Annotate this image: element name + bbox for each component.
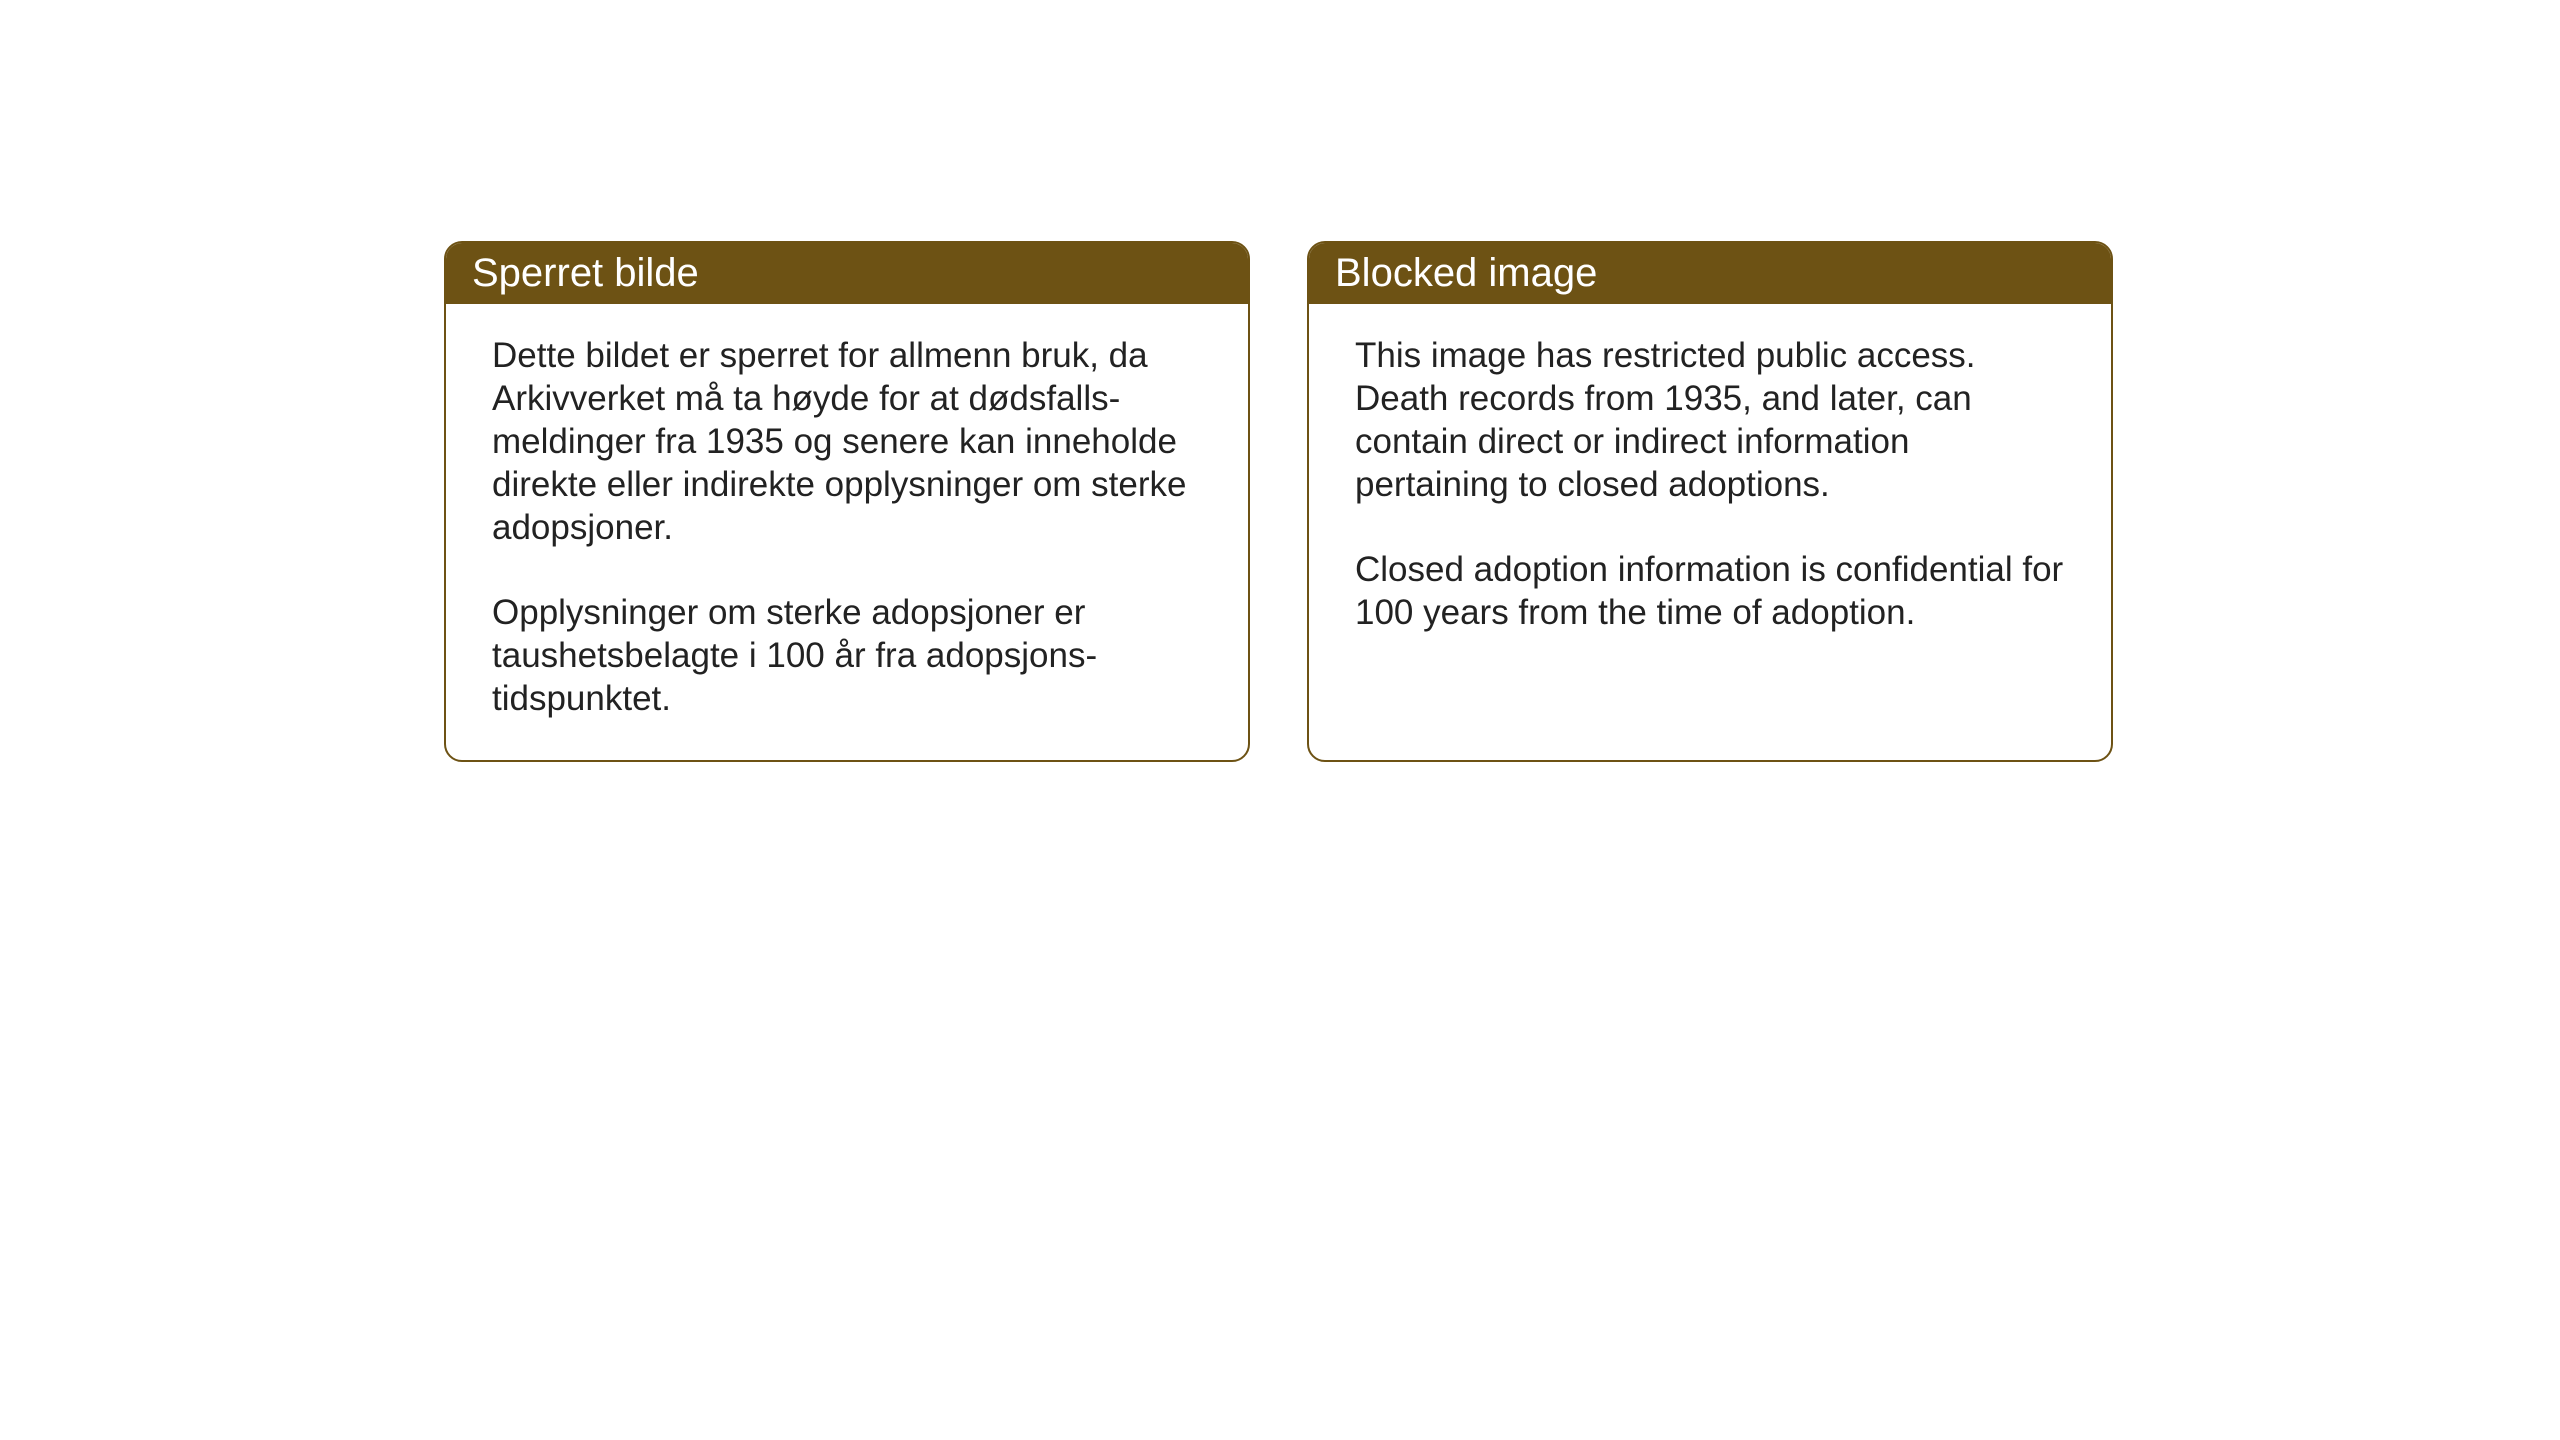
norwegian-card-title: Sperret bilde <box>472 251 699 295</box>
norwegian-card: Sperret bilde Dette bildet er sperret fo… <box>444 241 1250 762</box>
norwegian-card-header: Sperret bilde <box>446 243 1248 304</box>
english-card-title: Blocked image <box>1335 251 1597 295</box>
norwegian-paragraph-2: Opplysninger om sterke adopsjoner er tau… <box>492 591 1202 720</box>
norwegian-paragraph-1: Dette bildet er sperret for allmenn bruk… <box>492 334 1202 549</box>
english-card-header: Blocked image <box>1309 243 2111 304</box>
english-card: Blocked image This image has restricted … <box>1307 241 2113 762</box>
english-paragraph-1: This image has restricted public access.… <box>1355 334 2065 506</box>
norwegian-card-body: Dette bildet er sperret for allmenn bruk… <box>446 304 1248 760</box>
english-paragraph-2: Closed adoption information is confident… <box>1355 548 2065 634</box>
english-card-body: This image has restricted public access.… <box>1309 304 2111 674</box>
cards-container: Sperret bilde Dette bildet er sperret fo… <box>444 241 2113 762</box>
